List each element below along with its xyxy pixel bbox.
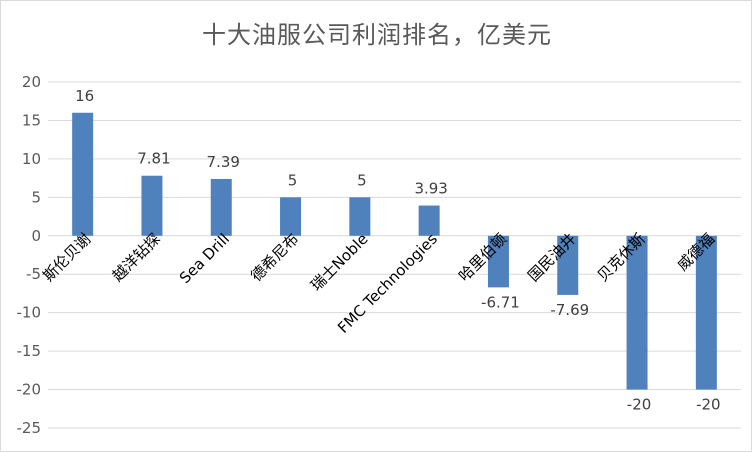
- data-label: -20: [627, 396, 652, 414]
- y-tick-label: -20: [17, 381, 42, 399]
- data-label: -7.69: [550, 301, 589, 319]
- bar: [349, 197, 371, 236]
- category-label: 斯伦贝谢: [39, 230, 94, 285]
- category-label: 瑞士Noble: [307, 230, 372, 295]
- y-tick-label: 20: [22, 73, 41, 91]
- bar: [418, 205, 440, 236]
- gridlines: [48, 81, 741, 429]
- data-label: -6.71: [481, 293, 520, 311]
- category-label: 德希尼布: [247, 230, 302, 285]
- y-tick-label: -25: [17, 419, 42, 437]
- y-axis: 20 15 10 5 0 -5 -10 -15 -20 -25: [17, 73, 42, 437]
- y-tick-label: -10: [17, 304, 42, 322]
- bar: [626, 235, 648, 390]
- bars: [72, 112, 717, 390]
- data-label: -20: [696, 396, 721, 414]
- category-label: 越洋钻探: [109, 230, 164, 285]
- bar: [72, 112, 94, 236]
- y-tick-label: -15: [17, 342, 42, 360]
- bar: [487, 235, 509, 288]
- bar: [141, 175, 163, 236]
- data-label: 7.81: [137, 150, 170, 168]
- data-label: 5: [288, 171, 298, 189]
- data-label: 3.93: [414, 180, 447, 198]
- data-label: 7.39: [207, 153, 240, 171]
- y-tick-label: 15: [22, 111, 41, 129]
- chart-title: 十大油服公司利润排名，亿美元: [202, 21, 552, 49]
- data-labels: 16 7.81 7.39 5 5 3.93 -6.71 -7.69 -20 -20: [75, 87, 720, 414]
- bar: [280, 197, 302, 236]
- y-tick-label: 0: [31, 227, 41, 245]
- data-label: 16: [75, 87, 94, 105]
- bar: [557, 235, 579, 295]
- bar: [210, 178, 232, 236]
- y-tick-label: 5: [31, 188, 41, 206]
- y-tick-label: -5: [26, 265, 41, 283]
- bar: [695, 235, 717, 390]
- data-label: 5: [357, 171, 367, 189]
- y-tick-label: 10: [22, 150, 41, 168]
- category-label: Sea Drill: [176, 230, 233, 287]
